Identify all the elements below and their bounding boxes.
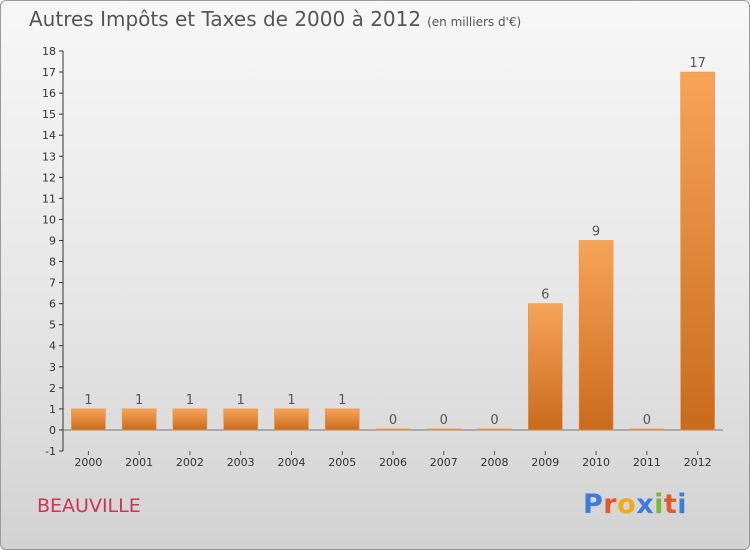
value-label-2012: 17	[689, 56, 706, 71]
labels: 1 2000 1 2001 1 2002 1 2003 1 2004 1 2005 0 2006 0 2007…	[74, 56, 711, 469]
value-label-2009: 6	[541, 288, 549, 303]
x-tick-label-2006: 2006	[379, 456, 407, 469]
bar-2000	[71, 408, 106, 431]
logo-letter: o	[617, 489, 637, 520]
bars	[71, 71, 715, 431]
y-tick-label: 16	[42, 87, 56, 100]
bar-2003	[223, 408, 258, 431]
bar-2009	[528, 303, 563, 431]
y-tick-label: 1	[49, 403, 56, 416]
value-label-2003: 1	[237, 393, 245, 408]
value-label-2004: 1	[287, 393, 295, 408]
value-label-2002: 1	[186, 393, 194, 408]
y-tick-label: 5	[49, 319, 56, 332]
value-label-2001: 1	[135, 393, 143, 408]
x-tick-label-2007: 2007	[430, 456, 458, 469]
bar-2005	[324, 408, 360, 431]
y-tick-label: 2	[49, 382, 56, 395]
y-tick-label: -1	[45, 445, 56, 458]
bar-2007	[426, 428, 462, 431]
bar-2011	[629, 428, 665, 431]
x-tick-label-2000: 2000	[74, 456, 102, 469]
x-tick-label-2010: 2010	[582, 456, 610, 469]
value-label-2008: 0	[490, 413, 498, 428]
x-tick-label-2009: 2009	[531, 456, 559, 469]
x-tick-label-2008: 2008	[481, 456, 509, 469]
logo-letter: i	[677, 489, 688, 520]
x-tick-label-2011: 2011	[633, 456, 661, 469]
x-tick-label-2005: 2005	[328, 456, 356, 469]
value-label-2007: 0	[440, 413, 448, 428]
bar-2008	[477, 428, 512, 431]
x-tick-label-2002: 2002	[176, 456, 204, 469]
x-tick-label-2012: 2012	[684, 456, 712, 469]
value-label-2010: 9	[592, 224, 600, 239]
bar-2012	[680, 71, 715, 431]
y-tick-label: 10	[42, 213, 56, 226]
y-tick-label: 15	[42, 108, 56, 121]
bar-2006	[375, 428, 411, 431]
x-tick-label-2001: 2001	[125, 456, 153, 469]
y-tick-label: 0	[49, 424, 56, 437]
proxiti-logo[interactable]: Proxiti	[583, 489, 687, 520]
value-label-2005: 1	[338, 393, 346, 408]
bar-2010	[578, 240, 614, 431]
x-tick-label-2004: 2004	[277, 456, 305, 469]
y-tick-label: 4	[49, 340, 56, 353]
y-tick-label: 14	[42, 129, 56, 142]
logo-letter: x	[636, 489, 655, 520]
chart-title: Autres Impôts et Taxes de 2000 à 2012 (en…	[29, 7, 522, 31]
y-tick-label: 17	[42, 66, 56, 79]
logo-letter: i	[654, 489, 664, 520]
x-tick-label-2003: 2003	[227, 456, 255, 469]
y-tick-label: 3	[49, 361, 56, 374]
y-tick-label: 6	[49, 298, 56, 311]
place-name: BEAUVILLE	[37, 495, 141, 517]
bar-2002	[172, 408, 208, 431]
y-tick-label: 8	[49, 256, 56, 269]
y-tick-label: 7	[49, 277, 56, 290]
y-tick-label: 18	[42, 45, 56, 58]
logo-letter: t	[663, 489, 678, 520]
y-tick-label: 9	[49, 234, 56, 247]
value-label-2000: 1	[84, 393, 92, 408]
bar-2001	[121, 408, 157, 431]
y-tick-label: 13	[42, 150, 56, 163]
y-tick-label: 11	[42, 192, 56, 205]
y-tick-label: 12	[42, 171, 56, 184]
logo-letter: P	[583, 489, 604, 520]
bar-2004	[274, 408, 309, 431]
chart-subtitle: (en milliers d'€)	[427, 15, 522, 29]
value-label-2011: 0	[643, 413, 651, 428]
logo-letter: r	[603, 489, 618, 520]
value-label-2006: 0	[389, 413, 397, 428]
